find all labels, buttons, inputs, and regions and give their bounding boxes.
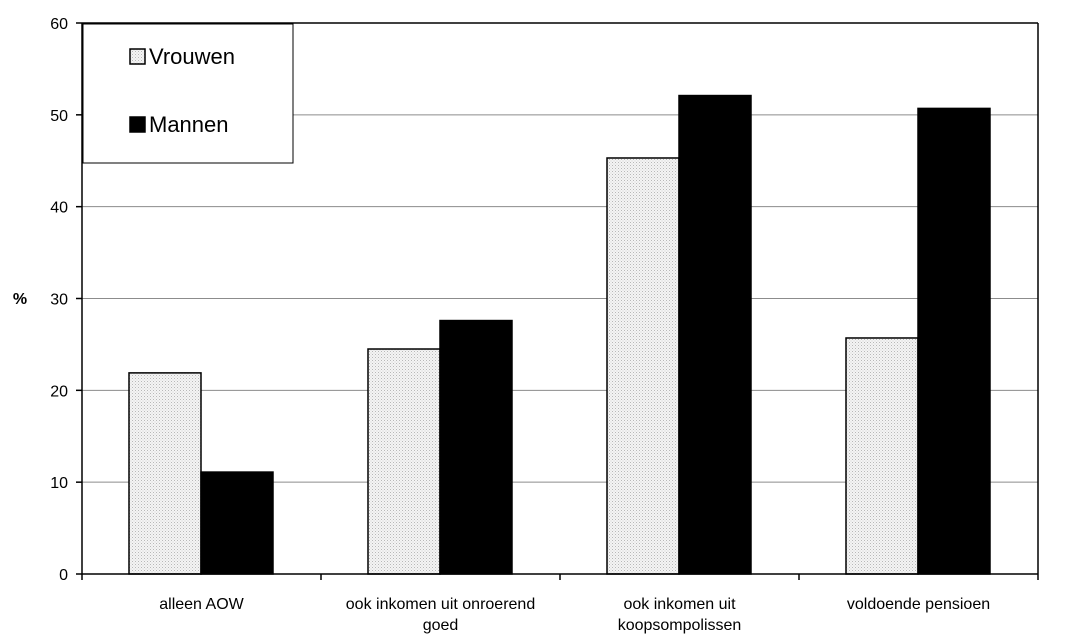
x-tick-label: ook inkomen uit koopsompolissen	[618, 596, 742, 634]
legend-swatch-mannen	[129, 116, 146, 133]
legend-label-vrouwen: Vrouwen	[149, 44, 235, 69]
y-tick-label: 60	[50, 16, 68, 33]
x-tick-label-line: voldoende pensioen	[847, 596, 990, 613]
x-tick-label-line: alleen AOW	[159, 596, 244, 613]
bar-mannen-2	[439, 319, 513, 575]
y-tick-label: 0	[59, 567, 68, 584]
bar-mannen-1	[200, 471, 274, 575]
bar-vrouwen-1	[128, 372, 202, 575]
legend-label-mannen: Mannen	[149, 112, 229, 137]
bar-vrouwen-3	[606, 157, 680, 575]
legend-swatch-vrouwen	[129, 48, 146, 65]
x-tick-label: voldoende pensioen	[847, 596, 990, 613]
y-tick-label: 50	[50, 108, 68, 125]
bar-vrouwen-4	[845, 337, 919, 575]
y-tick-label: 10	[50, 475, 68, 492]
legend-box	[82, 23, 294, 164]
bar-vrouwen-2	[367, 348, 441, 575]
bar-mannen-3	[678, 94, 752, 575]
x-tick-label-line: koopsompolissen	[618, 617, 742, 634]
x-tick-label-line: ook inkomen uit	[623, 596, 736, 613]
bar-mannen-4	[917, 107, 991, 575]
x-tick-label-line: ook inkomen uit onroerend	[346, 596, 535, 613]
y-tick-label: 20	[50, 383, 68, 400]
y-tick-label: 30	[50, 292, 68, 309]
x-tick-label: ook inkomen uit onroerend goed	[346, 596, 535, 634]
y-tick-label: 40	[50, 200, 68, 217]
x-tick-label: alleen AOW	[159, 596, 244, 613]
x-tick-label-line: goed	[423, 617, 459, 634]
y-axis-label: %	[13, 291, 27, 308]
